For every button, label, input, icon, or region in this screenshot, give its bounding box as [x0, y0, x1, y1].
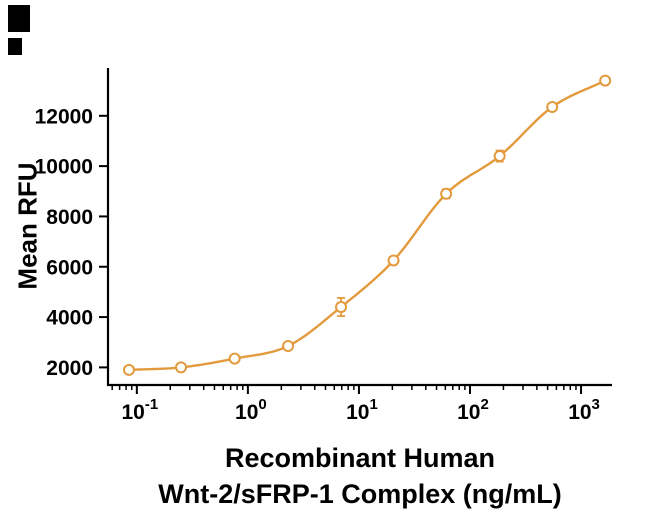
corner-artifact-icon [8, 5, 30, 32]
fit-curve [127, 79, 607, 372]
y-tick-label: 6000 [46, 256, 93, 279]
y-tick-label: 12000 [35, 105, 93, 128]
x-axis-title-line2: Wnt-2/sFRP-1 Complex (ng/mL) [158, 479, 562, 509]
x-tick-label: 100 [235, 396, 267, 424]
x-tick-label: 101 [346, 396, 378, 424]
data-point-marker [175, 361, 188, 374]
x-minor-ticks [111, 385, 577, 390]
data-point-marker [546, 100, 559, 113]
data-point-marker [122, 363, 135, 376]
data-point-marker [228, 352, 241, 365]
y-tick-label: 4000 [46, 307, 93, 330]
y-tick-label: 8000 [46, 206, 93, 229]
data-point-marker [440, 187, 453, 200]
data-points [122, 74, 612, 376]
axes [99, 68, 612, 394]
data-point-marker [282, 340, 295, 353]
y-tick-label: 2000 [46, 357, 93, 380]
x-axis-title: Recombinant Human Wnt-2/sFRP-1 Complex (… [108, 440, 612, 512]
data-point-marker [599, 74, 612, 87]
data-point-marker [335, 301, 348, 314]
error-bars [124, 77, 610, 373]
y-axis-title: Mean RFU [12, 162, 43, 290]
major-ticks [99, 114, 583, 394]
x-tick-label: 10-1 [121, 396, 158, 424]
x-tick-label: 103 [568, 396, 600, 424]
data-point-marker [493, 150, 506, 163]
y-tick-label: 10000 [35, 156, 93, 179]
x-axis-title-line1: Recombinant Human [224, 443, 496, 473]
x-tick-label: 102 [457, 396, 489, 424]
data-point-marker [387, 254, 400, 267]
tick-labels: 2000 4000 6000 8000 10000 12000 10-1 100 101 102 1… [35, 105, 600, 424]
corner-artifact-icon [8, 38, 22, 55]
